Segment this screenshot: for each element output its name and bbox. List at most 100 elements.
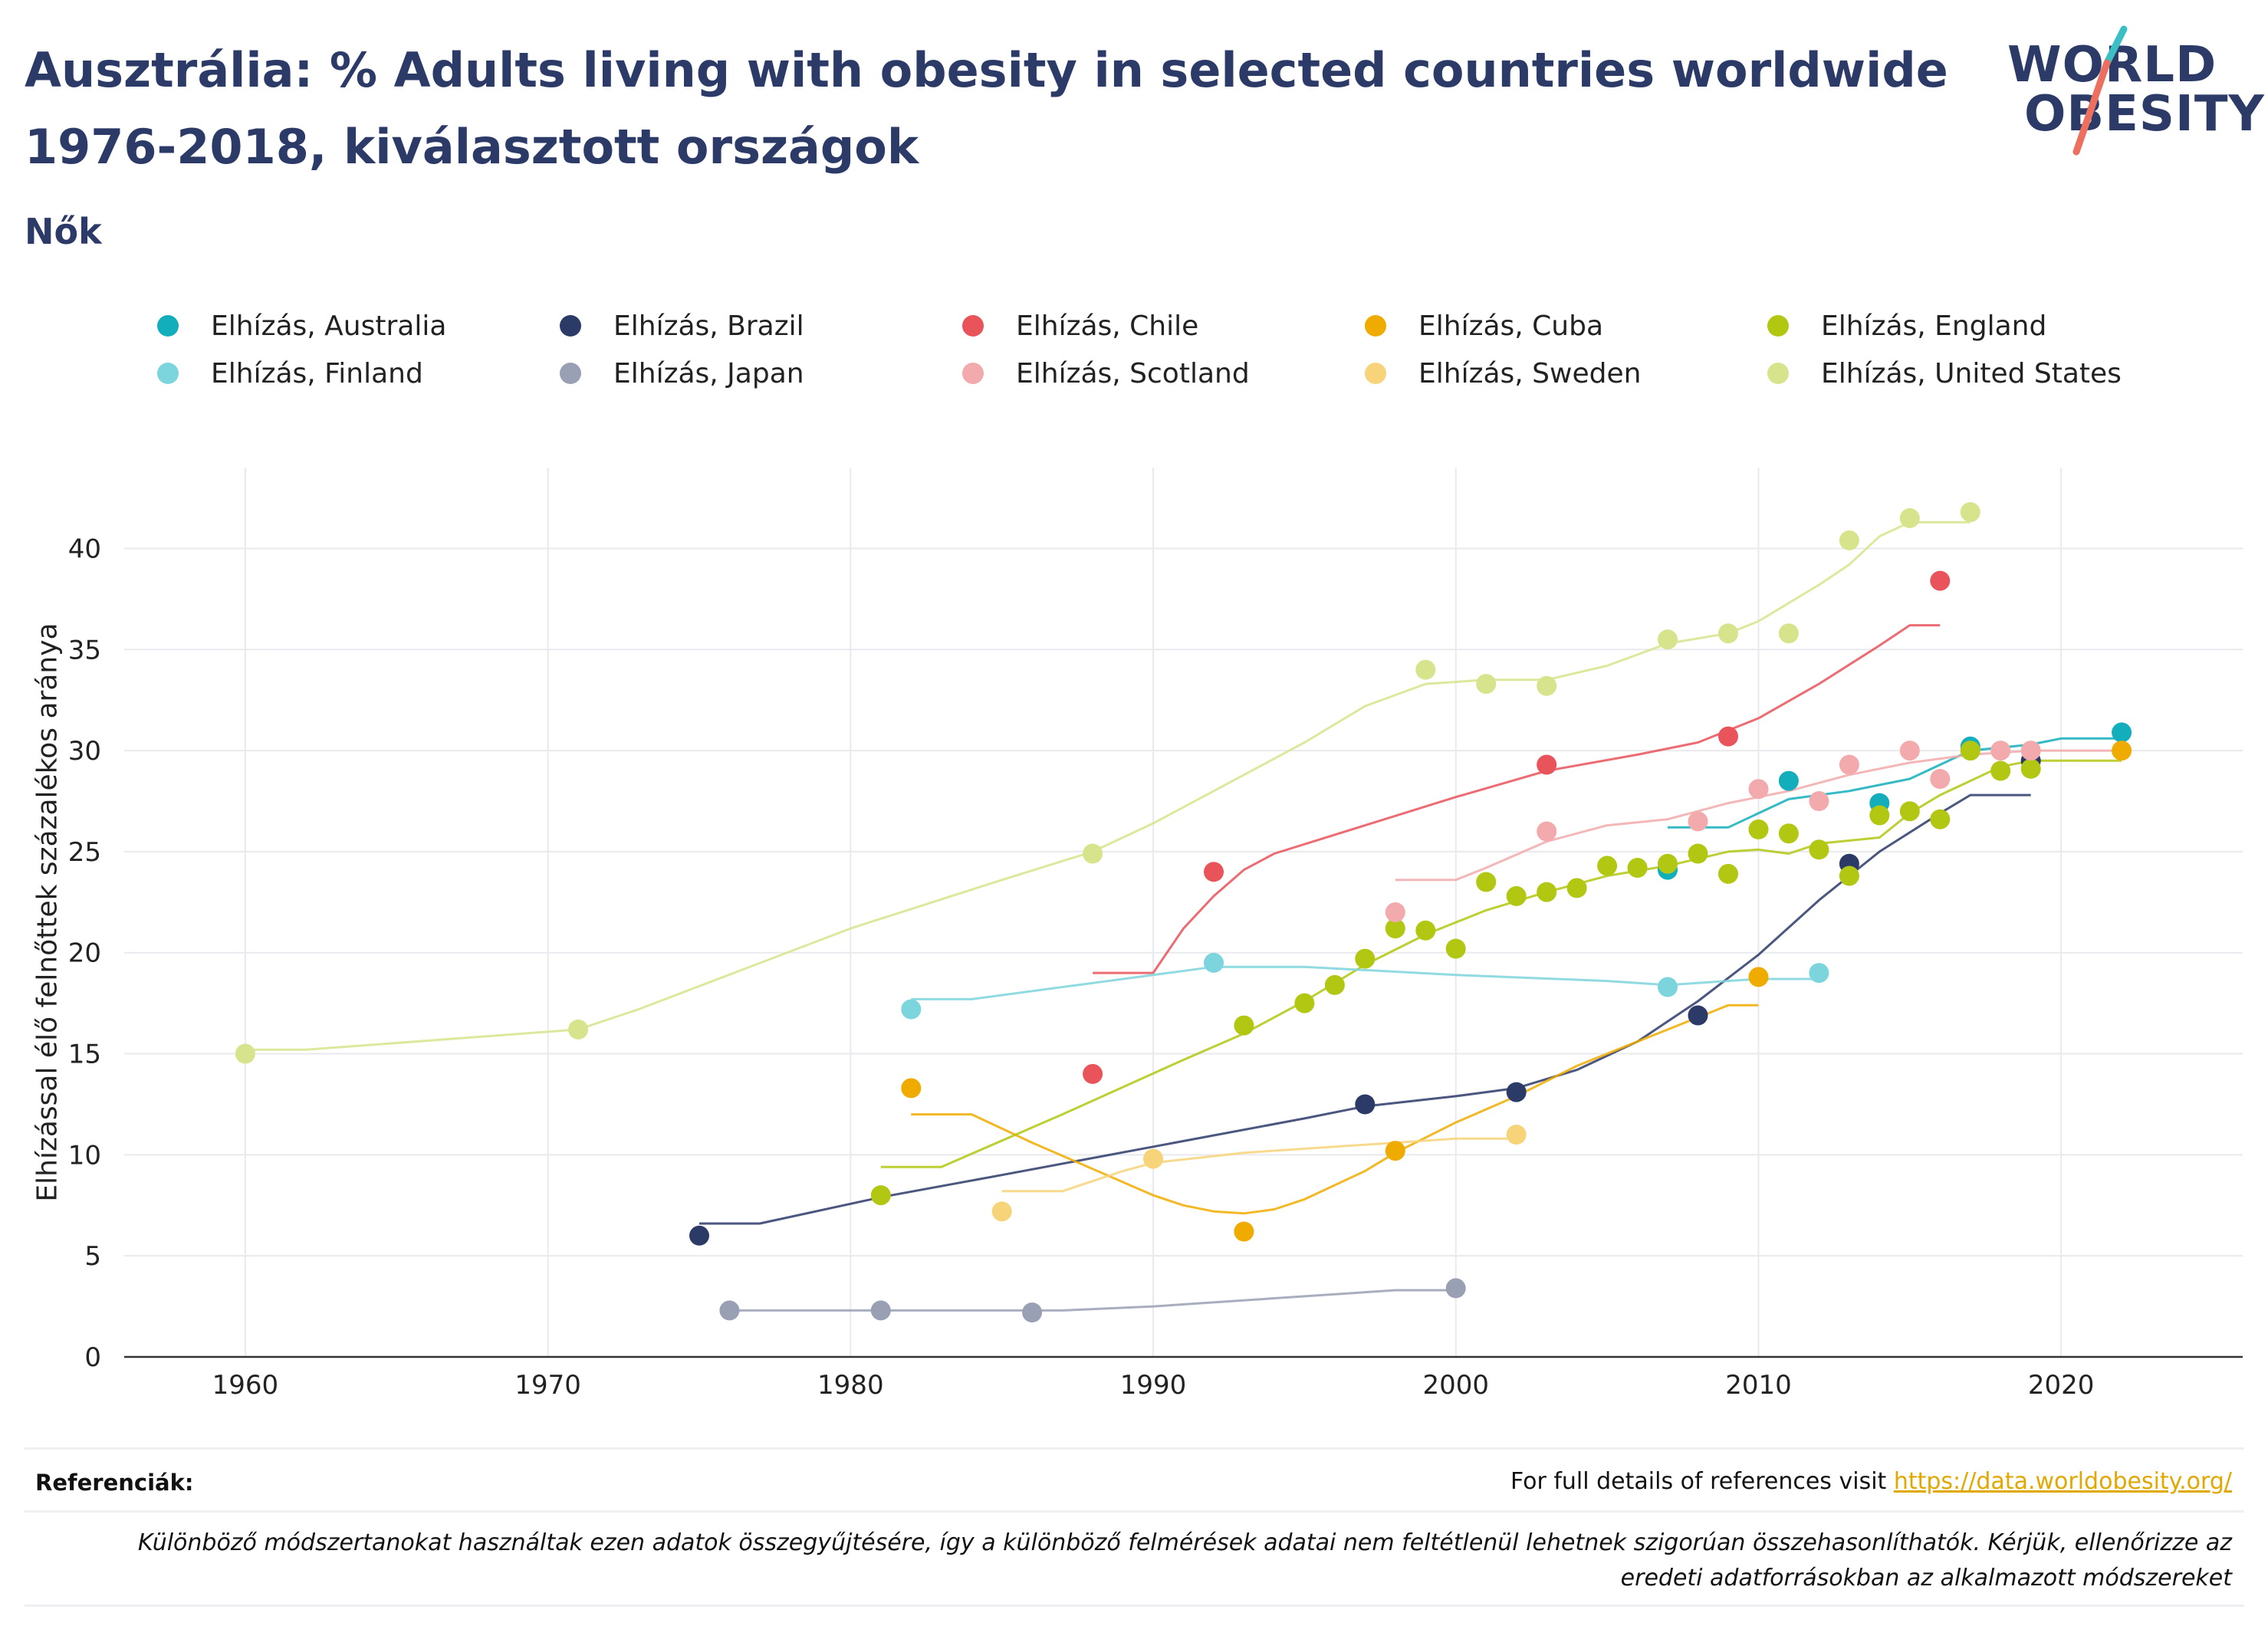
- data-point: [1778, 770, 1799, 791]
- y-tick-label: 15: [68, 1040, 101, 1070]
- legend-item[interactable]: Elhízás, Chile: [962, 303, 1198, 349]
- series-trend-line: [1001, 1137, 1517, 1193]
- data-point: [1083, 843, 1103, 864]
- data-point: [1385, 918, 1405, 939]
- x-tick-label: 1960: [212, 1370, 279, 1395]
- data-point: [1083, 1063, 1103, 1084]
- data-point: [1537, 821, 1557, 842]
- data-point: [1899, 508, 1920, 528]
- data-point: [1537, 754, 1557, 775]
- y-tick-label: 35: [68, 635, 101, 665]
- series-trend-line: [1668, 737, 2122, 829]
- chart-subtitle: Nők: [25, 211, 102, 252]
- data-point: [1415, 920, 1436, 941]
- legend-label: Elhízás, Finland: [211, 357, 423, 389]
- data-point: [991, 1201, 1012, 1222]
- data-point: [689, 1225, 709, 1246]
- data-point: [1869, 805, 1890, 826]
- logo-slash-icon: [2072, 25, 2128, 156]
- data-point: [870, 1300, 891, 1321]
- data-point: [1658, 853, 1678, 874]
- data-point: [2112, 741, 2132, 761]
- legend-marker: [1365, 315, 1386, 337]
- note-line-2: eredeti adatforrásokban az alkalmazott m…: [1620, 1565, 2232, 1592]
- legend-marker: [962, 315, 984, 337]
- data-point: [1748, 967, 1769, 987]
- data-point: [235, 1043, 255, 1064]
- y-tick-label: 5: [84, 1241, 101, 1272]
- data-point: [1839, 754, 1859, 775]
- data-point: [1718, 623, 1738, 644]
- data-point: [1537, 882, 1557, 902]
- data-point: [1355, 948, 1376, 969]
- data-point: [1294, 993, 1315, 1013]
- data-point: [1627, 858, 1648, 878]
- data-point: [1445, 1278, 1466, 1299]
- legend-item[interactable]: Elhízás, England: [1767, 303, 2046, 349]
- x-tick-label: 2010: [1725, 1370, 1792, 1395]
- series-trend-line: [245, 521, 1971, 1051]
- data-point: [1476, 872, 1497, 892]
- data-point: [1718, 863, 1738, 884]
- legend-marker: [962, 363, 984, 384]
- data-point: [1204, 862, 1224, 882]
- legend-label: Elhízás, Cuba: [1418, 310, 1604, 342]
- legend-item[interactable]: Elhízás, Sweden: [1365, 350, 1641, 396]
- x-tick-label: 1970: [514, 1370, 581, 1395]
- data-point: [1688, 843, 1708, 864]
- legend-item[interactable]: Elhízás, Japan: [560, 350, 804, 396]
- data-point: [1930, 809, 1951, 829]
- legend-item[interactable]: Elhízás, Australia: [157, 303, 446, 349]
- data-point: [1415, 659, 1436, 680]
- data-point: [1385, 902, 1405, 922]
- series-trend-line: [729, 1289, 1456, 1312]
- data-point: [1385, 1141, 1405, 1161]
- legend-marker: [1365, 363, 1386, 384]
- legend-marker: [560, 363, 581, 384]
- data-point: [1597, 856, 1618, 876]
- data-point: [1234, 1221, 1254, 1242]
- legend-marker: [1767, 363, 1789, 384]
- legend-item[interactable]: Elhízás, Cuba: [1365, 303, 1603, 349]
- data-point: [568, 1019, 589, 1040]
- references-prefix: For full details of references visit: [1510, 1468, 1894, 1495]
- data-point: [2020, 741, 2041, 761]
- footer-divider-middle: [25, 1510, 2244, 1513]
- data-point: [1809, 791, 1829, 811]
- data-point: [1658, 977, 1678, 997]
- legend-label: Elhízás, Japan: [613, 357, 804, 389]
- data-point: [1899, 801, 1920, 822]
- data-point: [901, 1078, 922, 1099]
- world-obesity-logo: WORLD OBESITY: [1994, 23, 2264, 161]
- note-line-1: Különböző módszertanokat használtak ezen…: [137, 1529, 2232, 1556]
- x-tick-label: 2020: [2028, 1370, 2095, 1395]
- references-link[interactable]: https://data.worldobesity.org/: [1893, 1468, 2232, 1495]
- series-trend-line: [911, 1004, 1759, 1215]
- data-point: [1748, 819, 1769, 839]
- legend-label: Elhízás, Brazil: [613, 310, 804, 342]
- series-trend-line: [911, 965, 1819, 1000]
- data-point: [1930, 570, 1951, 591]
- data-point: [1899, 741, 1920, 761]
- data-point: [1506, 1125, 1527, 1145]
- legend-label: Elhízás, Scotland: [1016, 357, 1250, 389]
- data-point: [1990, 741, 2011, 761]
- data-point: [1204, 952, 1224, 973]
- y-axis-label: Elhízással élő felnőttek százalékos arán…: [31, 622, 64, 1202]
- data-point: [1839, 866, 1859, 886]
- legend-item[interactable]: Elhízás, Scotland: [962, 350, 1250, 396]
- legend-item[interactable]: Elhízás, Brazil: [560, 303, 804, 349]
- y-tick-label: 20: [68, 938, 101, 969]
- y-tick-label: 10: [68, 1140, 101, 1171]
- legend-label: Elhízás, Australia: [211, 310, 447, 342]
- data-point: [1506, 885, 1527, 906]
- data-point: [719, 1300, 740, 1321]
- legend-item[interactable]: Elhízás, United States: [1767, 350, 2122, 396]
- data-point: [1324, 974, 1345, 995]
- data-point: [1930, 769, 1951, 789]
- y-tick-label: 40: [68, 534, 101, 564]
- data-point: [1839, 530, 1859, 550]
- legend-item[interactable]: Elhízás, Finland: [157, 350, 423, 396]
- data-point: [1506, 1082, 1527, 1102]
- references-text: For full details of references visit htt…: [1510, 1468, 2232, 1495]
